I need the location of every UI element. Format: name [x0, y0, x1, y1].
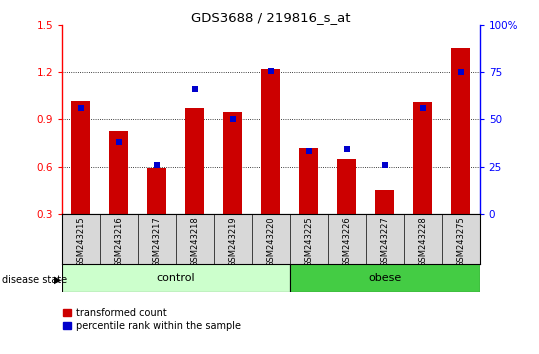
Point — [229, 116, 237, 122]
Bar — [148, 169, 167, 214]
Bar — [337, 159, 356, 214]
Bar — [413, 102, 432, 214]
Bar — [72, 101, 91, 214]
Bar — [299, 148, 319, 214]
Text: GSM243216: GSM243216 — [114, 217, 123, 267]
Bar — [109, 131, 128, 214]
Point — [266, 68, 275, 73]
Text: GSM243218: GSM243218 — [190, 217, 199, 267]
Point — [342, 147, 351, 152]
Bar — [375, 190, 394, 214]
Text: GSM243227: GSM243227 — [381, 217, 389, 267]
Point — [381, 162, 389, 168]
Point — [305, 148, 313, 154]
Text: ▶: ▶ — [54, 275, 61, 285]
Text: GSM243226: GSM243226 — [342, 217, 351, 267]
Text: GSM243219: GSM243219 — [229, 217, 237, 267]
Bar — [223, 112, 243, 214]
Point — [77, 105, 85, 111]
Text: GSM243275: GSM243275 — [456, 217, 465, 267]
FancyBboxPatch shape — [62, 264, 290, 292]
Point — [457, 69, 465, 75]
FancyBboxPatch shape — [290, 264, 480, 292]
Title: GDS3688 / 219816_s_at: GDS3688 / 219816_s_at — [191, 11, 350, 24]
Legend: transformed count, percentile rank within the sample: transformed count, percentile rank withi… — [59, 304, 245, 335]
Text: GSM243220: GSM243220 — [266, 217, 275, 267]
Bar — [451, 48, 470, 214]
Point — [153, 162, 161, 168]
Text: disease state: disease state — [2, 275, 67, 285]
Text: GSM243217: GSM243217 — [153, 217, 161, 267]
Text: control: control — [157, 273, 195, 283]
Text: GSM243225: GSM243225 — [305, 217, 313, 267]
Bar — [185, 108, 204, 214]
Text: GSM243228: GSM243228 — [418, 217, 427, 267]
Bar — [261, 69, 280, 214]
Text: GSM243215: GSM243215 — [77, 217, 86, 267]
Point — [115, 139, 123, 144]
Point — [191, 87, 199, 92]
Text: obese: obese — [368, 273, 402, 283]
Point — [418, 105, 427, 111]
